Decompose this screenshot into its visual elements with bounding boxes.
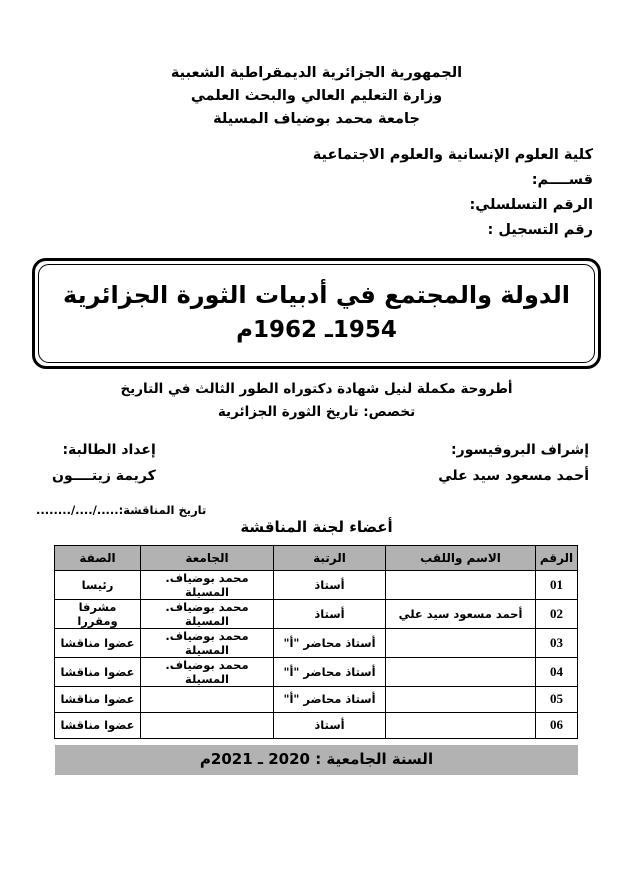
cell-role: مشرفا ومقررا — [54, 598, 141, 629]
committee-table: الرقم الاسم واللقب الرتبة الجامعة الصفة … — [54, 544, 578, 739]
cell-name — [385, 685, 536, 713]
institution-line-country: الجمهورية الجزائرية الديمقراطية الشعبية — [170, 65, 463, 81]
cell-role: عضوا مناقشا — [54, 656, 141, 687]
cell-role: عضوا مناقشا — [54, 627, 141, 658]
cell-rank: أستاذ — [273, 598, 386, 629]
cell-name: أحمد مسعود سيد علي — [385, 598, 536, 629]
cell-role: رئيسا — [54, 569, 141, 600]
cell-number: 01 — [535, 569, 578, 600]
cell-university: محمد بوضياف. المسيلة — [140, 569, 274, 600]
cell-role: عضوا مناقشا — [54, 685, 141, 713]
title-box-inner-border: الدولة والمجتمع في أدبيات الثورة الجزائر… — [38, 264, 595, 363]
cell-rank: أستاذ — [273, 569, 386, 600]
registration-number-label: رقم التسجيل : — [487, 221, 593, 238]
institution-line-university: جامعة محمد بوضياف المسيلة — [213, 110, 420, 127]
committee-table-wrapper: الرقم الاسم واللقب الرتبة الجامعة الصفة … — [54, 544, 578, 739]
faculty-and-reference-fields: كلية العلوم الإنسانية والعلوم الاجتماعية… — [0, 143, 633, 243]
cell-rank: أستاذ محاضر "أ" — [273, 656, 386, 687]
title-box-outer-border: الدولة والمجتمع في أدبيات الثورة الجزائر… — [32, 258, 601, 369]
cell-name — [385, 711, 536, 739]
cell-university: محمد بوضياف. المسيلة — [140, 627, 274, 658]
cell-rank: أستاذ محاضر "أ" — [273, 685, 386, 713]
thesis-title-box: الدولة والمجتمع في أدبيات الثورة الجزائر… — [32, 258, 601, 369]
cell-role: عضوا مناقشا — [54, 711, 141, 739]
cell-university — [140, 685, 274, 713]
cell-university — [140, 711, 274, 739]
faculty-name: كلية العلوم الإنسانية والعلوم الاجتماعية — [312, 146, 593, 163]
institution-line-ministry: وزارة التعليم العالي والبحث العلمي — [190, 87, 443, 104]
table-row: 04 أستاذ محاضر "أ" محمد بوضياف. المسيلة … — [54, 656, 578, 687]
cell-university: محمد بوضياف. المسيلة — [140, 598, 274, 629]
cell-rank: أستاذ محاضر "أ" — [273, 627, 386, 658]
table-row: 05 أستاذ محاضر "أ" عضوا مناقشا — [54, 685, 578, 713]
cell-number: 04 — [535, 656, 578, 687]
column-header-rank: الرتبة — [273, 544, 386, 571]
specialization-line: تخصص: تاريخ الثورة الجزائرية — [217, 403, 416, 420]
academic-year-bar: السنة الجامعية : 2020 ـ 2021م — [55, 744, 578, 775]
defense-date-line: تاريخ المناقشة:...../..../........ — [36, 502, 207, 517]
table-row: 03 أستاذ محاضر "أ" محمد بوضياف. المسيلة … — [54, 627, 578, 658]
table-row: 06 أستاذ عضوا مناقشا — [54, 711, 578, 739]
cell-number: 05 — [535, 685, 578, 713]
student-column: إعداد الطالبة: كريمة زيتــــون — [52, 438, 156, 489]
supervisor-role-label: إشراف البروفيسور: — [451, 441, 589, 458]
cell-number: 06 — [535, 711, 578, 739]
thesis-title-years: 1954ـ 1962م — [236, 316, 397, 343]
table-row: 02 أحمد مسعود سيد علي أستاذ محمد بوضياف.… — [54, 598, 578, 629]
institution-header: الجمهورية الجزائرية الديمقراطية الشعبية … — [0, 62, 633, 131]
supervisor-column: إشراف البروفيسور: أحمد مسعود سيد علي — [438, 438, 589, 489]
student-name: كريمة زيتــــون — [52, 468, 156, 485]
thesis-title: الدولة والمجتمع في أدبيات الثورة الجزائر… — [63, 281, 570, 310]
table-row: 01 أستاذ محمد بوضياف. المسيلة رئيسا — [54, 569, 578, 600]
cell-university: محمد بوضياف. المسيلة — [140, 656, 274, 687]
cell-name — [385, 569, 536, 600]
supervisor-name: أحمد مسعود سيد علي — [438, 468, 589, 485]
committee-heading: أعضاء لجنة المناقشة — [240, 517, 393, 536]
student-role-label: إعداد الطالبة: — [62, 441, 156, 458]
table-header-row: الرقم الاسم واللقب الرتبة الجامعة الصفة — [54, 544, 578, 571]
cell-number: 03 — [535, 627, 578, 658]
degree-statement-block: أطروحة مكملة لنيل شهادة دكتوراه الطور ال… — [0, 378, 633, 424]
serial-number-label: الرقم التسلسلي: — [469, 196, 594, 213]
column-header-number: الرقم — [535, 544, 578, 571]
cell-number: 02 — [535, 598, 578, 629]
column-header-role: الصفة — [54, 544, 141, 571]
degree-statement: أطروحة مكملة لنيل شهادة دكتوراه الطور ال… — [120, 380, 513, 397]
column-header-university: الجامعة — [140, 544, 274, 571]
cell-name — [385, 656, 536, 687]
department-label: قســــم: — [531, 171, 593, 188]
author-supervisor-block: إشراف البروفيسور: أحمد مسعود سيد علي إعد… — [0, 438, 633, 489]
cell-rank: أستاذ — [273, 711, 386, 739]
column-header-name: الاسم واللقب — [385, 544, 536, 571]
cell-name — [385, 627, 536, 658]
